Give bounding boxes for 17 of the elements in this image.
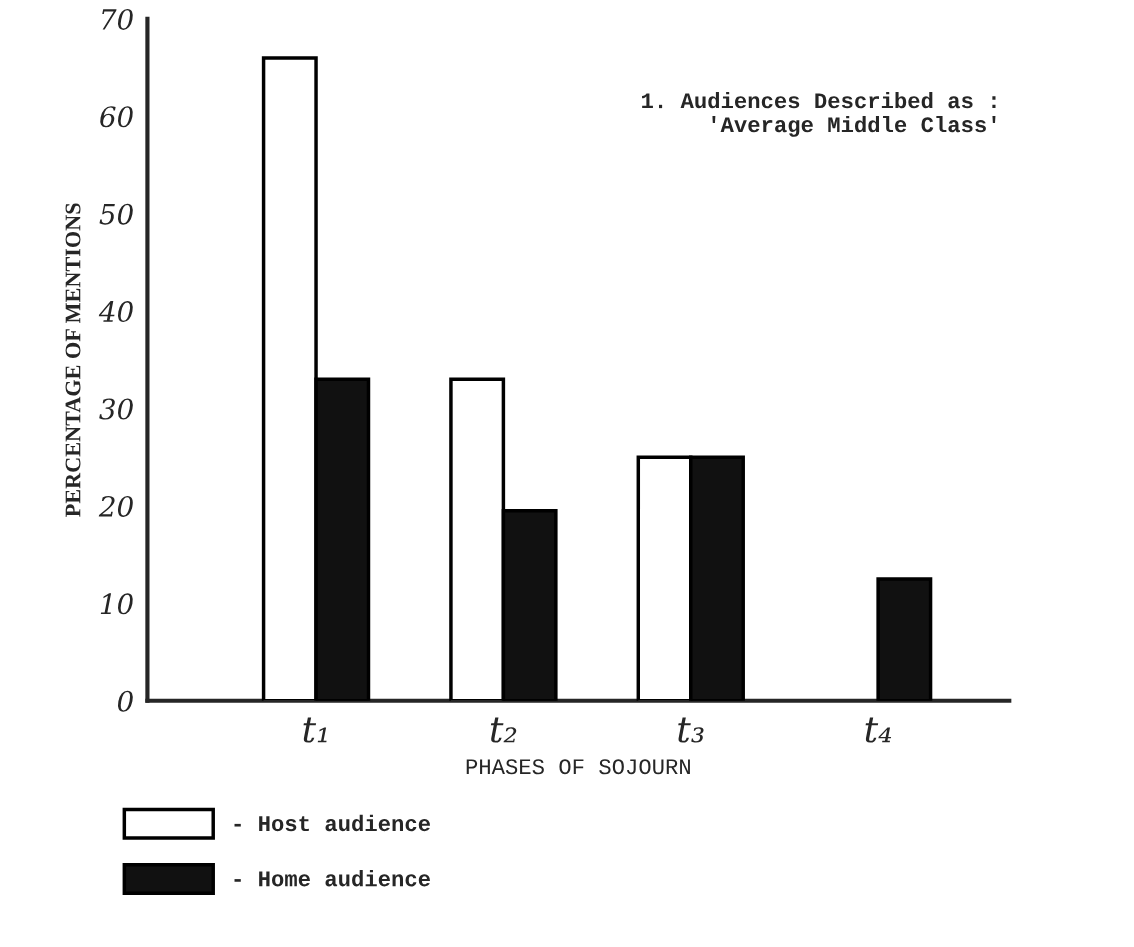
x-axis-title: PHASES OF SOJOURN xyxy=(466,759,690,775)
x-tick-label: t₄ xyxy=(865,717,892,743)
y-tick-label: 20 xyxy=(98,495,133,517)
y-tick-label: 0 xyxy=(117,690,133,712)
x-tick-label: t₁ xyxy=(303,717,327,743)
x-tick-label: t₂ xyxy=(490,717,517,743)
y-tick-label: 50 xyxy=(99,203,133,225)
y-axis-title: PERCENTAGE OF MENTIONS xyxy=(65,203,81,517)
y-tick-label: 10 xyxy=(100,593,133,615)
y-tick-label: 70 xyxy=(102,8,133,30)
y-tick-label: 30 xyxy=(99,398,133,420)
x-tick-label: t₃ xyxy=(678,717,704,743)
legend-label: - Home audience xyxy=(234,870,430,887)
y-tick-label: 40 xyxy=(98,301,133,323)
text: 1. Audiences Described as : 'Average Middle Class' xyxy=(642,92,996,137)
y-tick-label: 60 xyxy=(100,106,133,128)
legend-label: - Host audience xyxy=(234,814,430,832)
